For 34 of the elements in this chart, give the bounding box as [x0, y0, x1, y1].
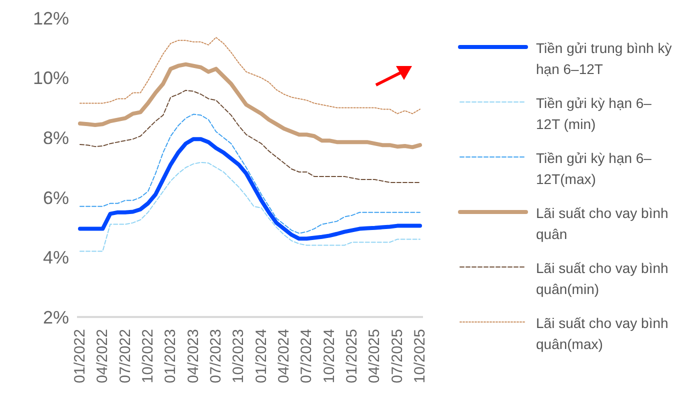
x-tick-label: 01/2023 [162, 329, 180, 384]
y-tick-label: 6% [42, 188, 69, 208]
x-tick-label: 10/2022 [140, 329, 156, 384]
legend-label: Tiền gửi kỳ hạn 6–12T(max) [536, 149, 652, 189]
y-tick-label: 8% [42, 128, 69, 148]
x-tick-label: 04/2023 [184, 329, 202, 384]
x-tick-label: 07/2023 [208, 329, 224, 384]
x-tick-label: 01/2024 [252, 329, 270, 384]
x-tick-label: 01/2025 [344, 329, 360, 384]
legend-label: Lãi suất cho vay bình quân(min) [536, 259, 670, 299]
x-tick-label: 07/2022 [116, 329, 134, 384]
x-tick-label: 04/2025 [366, 329, 384, 384]
line-series [80, 114, 420, 234]
line-series [80, 90, 420, 183]
legend-label: Tiền gửi trung bình kỳ hạn 6–12T [536, 39, 673, 79]
x-tick-label: 04/2022 [94, 329, 112, 384]
x-tick-label: 10/2023 [230, 329, 248, 384]
legend-label: Lãi suất cho vay bình quân [536, 204, 670, 244]
y-tick-label: 10% [32, 68, 69, 88]
legend-label: Tiền gửi kỳ hạn 6–12T (min) [536, 94, 652, 134]
x-tick-label: 07/2024 [298, 329, 316, 384]
y-tick-label: 12% [32, 8, 69, 28]
line-series [80, 162, 420, 252]
x-tick-label: 07/2025 [388, 329, 406, 384]
y-tick-label: 4% [42, 248, 69, 268]
line-series [78, 137, 422, 241]
y-tick-label: 2% [42, 307, 69, 328]
x-tick-label: 01/2022 [72, 329, 88, 384]
legend-label: Lãi suất cho vay bình quân(max) [536, 314, 670, 354]
x-tick-label: 10/2024 [320, 329, 338, 384]
x-tick-label: 10/2025 [412, 329, 428, 384]
line-series [80, 36, 420, 114]
line-series [78, 62, 422, 150]
x-tick-label: 04/2024 [276, 329, 292, 384]
